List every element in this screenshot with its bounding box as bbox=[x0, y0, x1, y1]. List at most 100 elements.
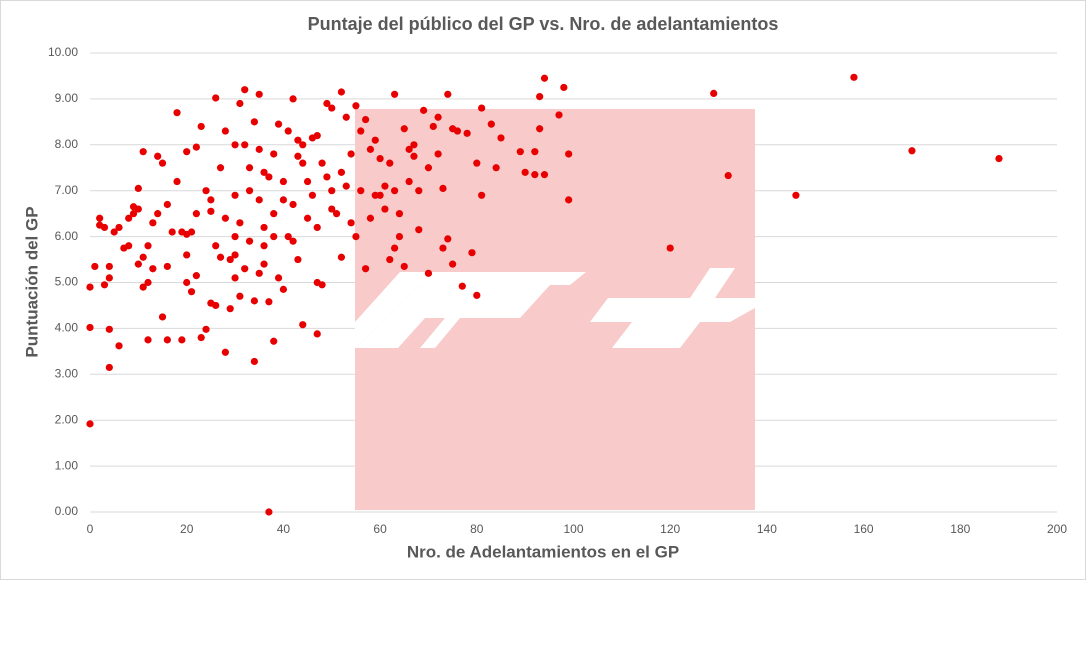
point bbox=[139, 148, 147, 156]
point bbox=[197, 333, 205, 342]
point bbox=[105, 262, 113, 271]
x-tick-label: 120 bbox=[660, 522, 680, 536]
point bbox=[347, 219, 355, 227]
point bbox=[410, 141, 418, 149]
y-tick-label: 8.00 bbox=[55, 137, 79, 151]
point bbox=[357, 187, 365, 195]
point bbox=[565, 150, 573, 158]
point bbox=[202, 187, 210, 195]
point bbox=[337, 88, 346, 96]
point bbox=[212, 94, 220, 102]
logo-stroke bbox=[355, 272, 586, 348]
x-tick-label: 180 bbox=[950, 522, 970, 536]
y-tick-label: 7.00 bbox=[55, 183, 79, 197]
x-tick-label: 140 bbox=[757, 522, 777, 536]
x-tick-label: 160 bbox=[854, 522, 874, 536]
point bbox=[299, 141, 307, 149]
point bbox=[255, 196, 263, 204]
x-axis-label: Nro. de Adelantamientos en el GP bbox=[407, 542, 679, 561]
point bbox=[395, 210, 404, 218]
point bbox=[342, 182, 350, 190]
point bbox=[468, 249, 476, 257]
point bbox=[328, 104, 336, 112]
x-tick-label: 100 bbox=[563, 522, 583, 536]
point bbox=[792, 191, 800, 199]
point bbox=[110, 228, 118, 236]
y-axis-label: Puntuación del GP bbox=[22, 206, 41, 357]
point bbox=[265, 508, 273, 516]
point bbox=[221, 214, 229, 222]
point bbox=[241, 141, 249, 149]
point bbox=[158, 159, 167, 167]
point bbox=[154, 210, 162, 218]
x-tick-label: 200 bbox=[1047, 522, 1067, 536]
point bbox=[908, 147, 916, 155]
point bbox=[531, 148, 539, 156]
point bbox=[265, 173, 273, 181]
point bbox=[303, 214, 312, 222]
point bbox=[192, 210, 200, 218]
point bbox=[376, 154, 384, 163]
watermark bbox=[355, 109, 755, 510]
point bbox=[391, 187, 399, 195]
point bbox=[560, 83, 568, 92]
point bbox=[391, 244, 399, 252]
point bbox=[405, 145, 413, 153]
point bbox=[516, 148, 524, 156]
y-tick-label: 3.00 bbox=[55, 366, 79, 380]
point bbox=[100, 223, 109, 232]
point bbox=[250, 297, 258, 305]
point bbox=[255, 90, 263, 98]
point bbox=[424, 269, 433, 277]
point bbox=[410, 152, 418, 160]
point bbox=[134, 184, 142, 193]
point bbox=[391, 90, 399, 98]
point bbox=[279, 285, 287, 293]
point bbox=[187, 288, 196, 296]
point bbox=[183, 278, 191, 287]
point bbox=[434, 150, 442, 158]
x-tick-label: 20 bbox=[180, 522, 194, 536]
point bbox=[284, 233, 292, 241]
y-tick-label: 9.00 bbox=[55, 91, 79, 105]
point bbox=[531, 171, 539, 179]
point bbox=[386, 255, 394, 264]
point bbox=[420, 106, 428, 114]
point bbox=[352, 102, 360, 110]
point bbox=[144, 278, 152, 287]
y-tick-label: 0.00 bbox=[55, 504, 79, 518]
point bbox=[332, 210, 341, 218]
point bbox=[129, 210, 138, 218]
point bbox=[303, 177, 312, 186]
point bbox=[270, 150, 278, 158]
point bbox=[405, 177, 413, 186]
point bbox=[226, 305, 234, 313]
x-tick-label: 40 bbox=[277, 522, 291, 536]
point bbox=[216, 253, 225, 261]
point bbox=[540, 171, 549, 179]
point bbox=[328, 205, 336, 213]
point bbox=[100, 281, 109, 289]
point bbox=[400, 125, 408, 133]
point bbox=[192, 143, 200, 151]
point bbox=[361, 265, 370, 273]
point bbox=[221, 127, 229, 135]
point bbox=[139, 253, 147, 261]
point bbox=[260, 242, 268, 250]
point bbox=[724, 171, 732, 180]
point bbox=[96, 214, 104, 222]
point bbox=[212, 301, 220, 310]
point bbox=[294, 136, 302, 144]
point bbox=[710, 89, 718, 97]
point bbox=[439, 184, 447, 193]
point bbox=[270, 210, 278, 218]
point bbox=[212, 242, 220, 250]
x-tick-label: 0 bbox=[87, 522, 94, 536]
point bbox=[323, 173, 331, 181]
point bbox=[255, 145, 263, 153]
point bbox=[294, 152, 302, 160]
point bbox=[260, 168, 268, 176]
point bbox=[265, 298, 273, 306]
point bbox=[521, 168, 529, 176]
point bbox=[429, 122, 437, 131]
